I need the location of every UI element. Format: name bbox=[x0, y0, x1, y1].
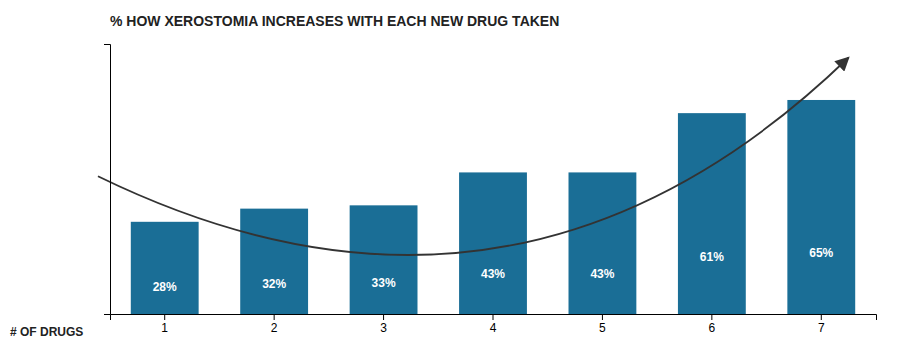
x-tick: 6 bbox=[709, 314, 716, 335]
bar bbox=[787, 100, 855, 314]
x-tick-mark bbox=[164, 314, 165, 320]
x-tick-mark bbox=[274, 314, 275, 320]
x-tick-label: 1 bbox=[161, 321, 168, 335]
data-label: 33% bbox=[372, 276, 396, 290]
x-tick: 2 bbox=[271, 314, 278, 335]
bar bbox=[350, 205, 418, 314]
x-tick: 7 bbox=[818, 314, 825, 335]
x-tick: 4 bbox=[490, 314, 497, 335]
data-label: 43% bbox=[590, 267, 614, 281]
bar bbox=[240, 209, 308, 314]
chart: 1 2 3 4 5 6 7 28% 32% 33% 43% 43% 61% 65% % HOW XEROST… bbox=[0, 0, 900, 354]
trend-arrow bbox=[98, 58, 849, 255]
data-label: 32% bbox=[262, 277, 286, 291]
bar bbox=[459, 172, 527, 314]
x-tick-label: 4 bbox=[490, 321, 497, 335]
x-tick-label: 5 bbox=[599, 321, 606, 335]
title: % HOW XEROSTOMIA INCREASES WITH EACH NEW… bbox=[110, 13, 559, 29]
x-axis-title: # OF DRUGS bbox=[10, 325, 83, 339]
data-label: 61% bbox=[700, 250, 724, 264]
data-label: 65% bbox=[809, 246, 833, 260]
x-axis: 1 2 3 4 5 6 7 bbox=[111, 314, 877, 335]
x-tick-mark bbox=[711, 314, 712, 320]
x-tick-mark bbox=[602, 314, 603, 320]
bar bbox=[678, 113, 746, 314]
x-tick-mark bbox=[383, 314, 384, 320]
x-tick-label: 3 bbox=[380, 321, 387, 335]
y-axis bbox=[104, 45, 111, 315]
x-tick-label: 7 bbox=[818, 321, 825, 335]
bars bbox=[131, 100, 855, 314]
y-axis-line bbox=[104, 45, 111, 315]
x-tick-label: 6 bbox=[709, 321, 716, 335]
bar bbox=[131, 222, 199, 314]
x-tick-mark bbox=[821, 314, 822, 320]
x-tick: 1 bbox=[161, 314, 168, 335]
x-tick: 3 bbox=[380, 314, 387, 335]
data-label: 43% bbox=[481, 267, 505, 281]
x-tick-mark bbox=[493, 314, 494, 320]
data-label: 28% bbox=[153, 280, 177, 294]
x-axis-line bbox=[111, 315, 877, 321]
data-labels: 28% 32% 33% 43% 43% 61% 65% bbox=[153, 246, 834, 294]
x-tick: 5 bbox=[599, 314, 606, 335]
bar bbox=[569, 172, 637, 314]
plot: 1 2 3 4 5 6 7 28% 32% 33% 43% 43% 61% 65% bbox=[98, 45, 877, 335]
x-tick-label: 2 bbox=[271, 321, 278, 335]
